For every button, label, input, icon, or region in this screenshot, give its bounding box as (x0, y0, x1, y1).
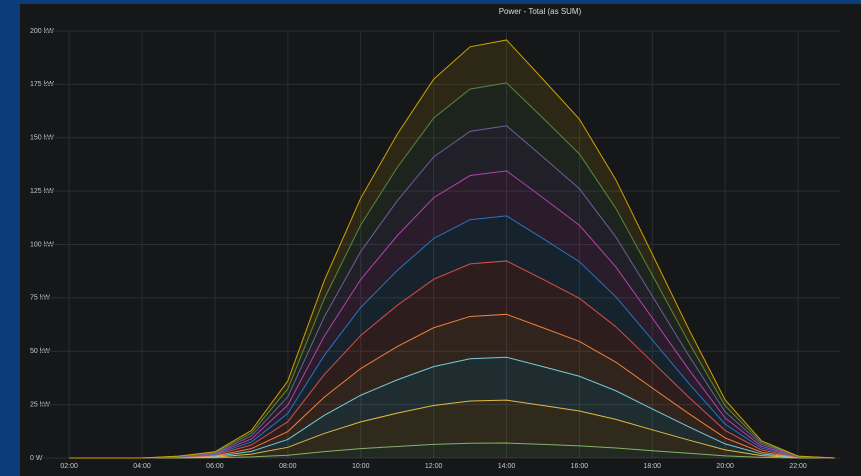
x-tick-label: 10:00 (352, 463, 370, 470)
area-line (69, 39, 835, 459)
area-line (69, 313, 835, 459)
area-fill (69, 357, 835, 458)
x-tick-label: 08:00 (279, 463, 297, 470)
x-tick-label: 14:00 (498, 463, 516, 470)
area-fill (69, 260, 835, 458)
area-fill (69, 443, 835, 458)
x-tick-label: 22:00 (789, 463, 807, 470)
area-fill (69, 170, 835, 458)
x-tick-label: 18:00 (644, 463, 662, 470)
x-tick-label: 12:00 (425, 463, 443, 470)
x-tick-label: 20:00 (716, 463, 734, 470)
area-fill (69, 215, 835, 458)
x-tick-label: 02:00 (60, 463, 78, 470)
x-tick-label: 04:00 (133, 463, 151, 470)
x-tick-label: 06:00 (206, 463, 224, 470)
y-tick-label: 0 W (30, 455, 43, 462)
chart-title: Power - Total (as SUM) (499, 7, 582, 16)
area-fill (69, 400, 835, 458)
area-fill (69, 314, 835, 458)
x-tick-label: 16:00 (571, 463, 589, 470)
